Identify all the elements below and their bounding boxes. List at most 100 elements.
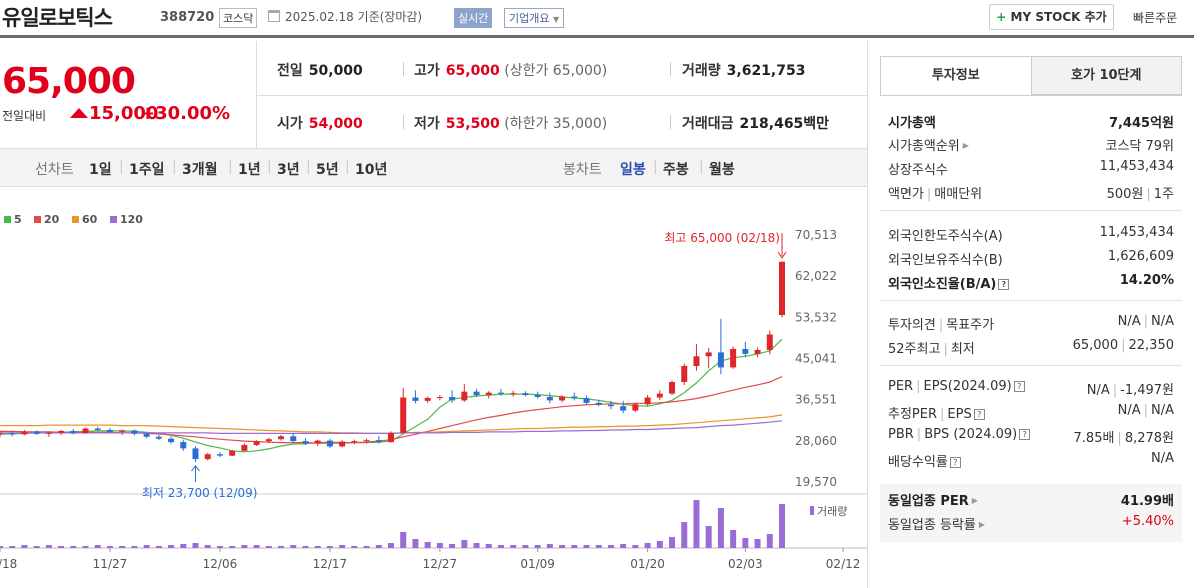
per-label: PER xyxy=(888,379,914,394)
dividend-label: 배당수익률 xyxy=(888,455,948,470)
x-tick-label: 12/17 xyxy=(313,557,348,571)
tab-3month[interactable]: 3개월 xyxy=(182,162,218,178)
candle-body xyxy=(534,395,541,398)
candle-body xyxy=(461,391,468,401)
tab-5year[interactable]: 5년 xyxy=(316,162,339,178)
w52-low-value: 22,350 xyxy=(1128,338,1175,353)
tab-daily[interactable]: 일봉 xyxy=(620,162,646,178)
volume-label: 거래량 xyxy=(682,63,721,79)
legend-swatch xyxy=(34,216,41,223)
amount-value: 218,465 xyxy=(739,116,804,132)
prev-close: 전일 50,000 xyxy=(277,60,363,80)
volume-bar xyxy=(192,543,199,548)
candle-body xyxy=(45,432,52,434)
volume: 거래량 3,621,753 xyxy=(682,60,805,80)
volume-bar xyxy=(424,542,431,548)
volume-bar xyxy=(302,546,309,548)
volume-bar xyxy=(669,537,676,548)
quick-order-link[interactable]: 빠른주문 xyxy=(1133,11,1178,25)
volume-bar xyxy=(766,534,773,548)
row-dividend: 배당수익률? N/A xyxy=(888,451,1174,473)
candle-body xyxy=(705,352,712,357)
candle-body xyxy=(302,441,309,444)
candle-body xyxy=(70,430,77,434)
row-foreign-ratio: 외국인소진율(B/A)? 14.20% xyxy=(888,273,1174,295)
y-tick-label: 28,060 xyxy=(795,434,837,448)
tab-1week[interactable]: 1주일 xyxy=(129,162,165,178)
candle-body xyxy=(559,396,566,401)
corp-overview-dropdown[interactable]: 기업개요 ▼ xyxy=(504,8,565,28)
lot-value: 1주 xyxy=(1153,187,1174,202)
help-icon[interactable]: ? xyxy=(973,409,985,420)
volume-bar xyxy=(155,546,162,548)
candle-body xyxy=(388,432,394,443)
candle-body xyxy=(131,430,138,434)
candle-body xyxy=(229,450,236,456)
candle-body xyxy=(730,349,737,368)
open-label: 시가 xyxy=(277,116,303,132)
help-icon[interactable]: ? xyxy=(949,457,961,468)
x-tick-label: 12/27 xyxy=(423,557,458,571)
tab-monthly[interactable]: 월봉 xyxy=(709,162,735,178)
legend-label: 20 xyxy=(44,213,60,226)
pbr-value: 7.85배 xyxy=(1073,431,1115,446)
volume-bar xyxy=(497,545,504,548)
tab-1day[interactable]: 1일 xyxy=(89,162,112,178)
open-price: 시가 54,000 xyxy=(277,113,363,133)
w52-low-label: 최저 xyxy=(950,342,975,357)
volume-bar xyxy=(9,546,16,548)
volume-bar xyxy=(595,545,602,548)
candle-body xyxy=(632,404,639,411)
volume-bar xyxy=(21,545,28,548)
volume-bar xyxy=(278,546,285,548)
triangle-right-icon: ▶ xyxy=(971,496,978,505)
candle-body xyxy=(351,441,358,443)
candle-body xyxy=(326,440,333,447)
tab-1year[interactable]: 1년 xyxy=(238,162,261,178)
open-value: 54,000 xyxy=(308,116,363,132)
tab-3year[interactable]: 3년 xyxy=(277,162,300,178)
volume-value: 3,621,753 xyxy=(726,63,806,79)
volume-bar xyxy=(546,544,553,548)
tab-10year[interactable]: 10년 xyxy=(355,162,388,178)
help-icon[interactable]: ? xyxy=(998,279,1010,290)
legend-swatch xyxy=(72,216,79,223)
investment-info-panel: 투자정보 호가 10단계 시가총액 7,445억원 시가총액순위 ▶ 코스닥 79위 … xyxy=(880,56,1182,470)
bps-label: BPS (2024.09) xyxy=(924,427,1018,442)
x-tick-label: 02/03 xyxy=(728,557,763,571)
help-icon[interactable]: ? xyxy=(1013,381,1025,392)
sector-change-value: +5.40% xyxy=(1121,514,1174,529)
tab-weekly[interactable]: 주봉 xyxy=(663,162,689,178)
candle-body xyxy=(314,440,321,444)
row-market-cap-rank: 시가총액순위 ▶ 코스닥 79위 xyxy=(888,135,1174,157)
est-per-value: N/A xyxy=(1117,403,1141,418)
candle-body xyxy=(253,441,260,446)
candle-body xyxy=(473,391,480,396)
compare-label: 전일대비 xyxy=(2,109,47,123)
volume-bar xyxy=(106,546,113,548)
volume-bar xyxy=(204,545,211,548)
dividend-value: N/A xyxy=(1151,451,1174,466)
volume-bar xyxy=(375,545,382,548)
tab-orderbook[interactable]: 호가 10단계 xyxy=(1030,57,1181,95)
my-stock-label: MY STOCK 추가 xyxy=(1010,10,1107,24)
foreign-own-value: 1,626,609 xyxy=(1107,249,1174,264)
corp-overview-label: 기업개요 xyxy=(509,12,550,25)
my-stock-add-button[interactable]: + MY STOCK 추가 xyxy=(989,4,1114,30)
candle-body xyxy=(497,392,504,394)
par-label: 액면가 xyxy=(888,187,924,202)
realtime-button[interactable]: 실시간 xyxy=(454,8,493,28)
low-label: 저가 xyxy=(414,116,440,132)
upper-limit: (상한가 65,000) xyxy=(504,63,608,79)
lot-label: 매매단위 xyxy=(934,187,983,202)
row-foreign-limit: 외국인한도주식수(A) 11,453,434 xyxy=(888,225,1174,247)
candle-body xyxy=(693,356,700,366)
low-price: 저가 53,500 (하한가 35,000) xyxy=(414,113,607,133)
help-icon[interactable]: ? xyxy=(1019,429,1031,440)
candle-body xyxy=(449,397,456,401)
volume-bar xyxy=(571,545,578,548)
tab-investment-info[interactable]: 투자정보 xyxy=(881,57,1031,95)
candle-body xyxy=(546,397,553,401)
volume-bar xyxy=(70,546,77,548)
row-listed-shares: 상장주식수 11,453,434 xyxy=(888,159,1174,181)
